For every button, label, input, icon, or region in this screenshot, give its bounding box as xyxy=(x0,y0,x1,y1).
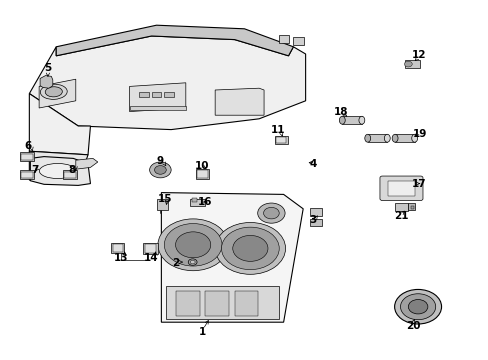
Polygon shape xyxy=(76,158,98,169)
Bar xyxy=(129,106,185,110)
Ellipse shape xyxy=(364,134,370,142)
Circle shape xyxy=(175,232,210,258)
Polygon shape xyxy=(161,193,303,322)
Text: 10: 10 xyxy=(194,161,209,171)
Text: 13: 13 xyxy=(114,253,128,264)
Polygon shape xyxy=(129,83,185,112)
Polygon shape xyxy=(29,36,305,130)
Circle shape xyxy=(232,235,267,261)
Text: 3: 3 xyxy=(309,215,316,225)
Text: 6: 6 xyxy=(25,141,32,151)
Text: 1: 1 xyxy=(199,327,206,337)
Polygon shape xyxy=(29,94,90,155)
Circle shape xyxy=(164,224,222,266)
Text: 4: 4 xyxy=(308,159,316,169)
Bar xyxy=(342,116,361,124)
Bar xyxy=(394,134,414,142)
Bar xyxy=(21,154,33,160)
Polygon shape xyxy=(39,79,76,108)
Bar xyxy=(309,219,321,226)
Bar xyxy=(20,170,34,179)
Bar xyxy=(191,198,196,202)
Bar xyxy=(197,170,207,178)
Ellipse shape xyxy=(339,116,345,124)
Text: 16: 16 xyxy=(198,197,212,207)
Bar xyxy=(166,286,278,319)
Ellipse shape xyxy=(39,163,76,179)
Bar xyxy=(205,291,228,316)
Text: 14: 14 xyxy=(144,253,159,264)
Bar xyxy=(410,206,413,209)
Bar xyxy=(195,169,209,179)
Bar xyxy=(157,199,168,210)
Ellipse shape xyxy=(411,134,417,142)
Circle shape xyxy=(263,207,279,219)
Circle shape xyxy=(257,203,285,223)
Text: 21: 21 xyxy=(393,211,407,221)
Ellipse shape xyxy=(45,87,62,97)
Polygon shape xyxy=(40,76,53,88)
Bar xyxy=(144,244,156,253)
Circle shape xyxy=(154,166,166,174)
Polygon shape xyxy=(29,151,88,184)
Circle shape xyxy=(190,260,195,264)
Text: 19: 19 xyxy=(411,129,426,139)
Bar xyxy=(309,208,321,216)
Bar xyxy=(151,92,161,97)
Bar xyxy=(176,291,199,316)
Bar xyxy=(407,203,414,210)
Bar xyxy=(20,152,34,161)
Circle shape xyxy=(149,162,171,178)
FancyBboxPatch shape xyxy=(379,176,422,201)
Text: 2: 2 xyxy=(172,258,179,268)
Bar xyxy=(293,37,304,45)
Text: 9: 9 xyxy=(157,156,163,166)
Bar xyxy=(189,199,205,206)
Text: 5: 5 xyxy=(44,63,51,73)
Polygon shape xyxy=(30,157,90,185)
Text: 12: 12 xyxy=(411,50,426,60)
Bar xyxy=(64,172,76,178)
Circle shape xyxy=(404,61,411,67)
Circle shape xyxy=(158,219,228,271)
Circle shape xyxy=(407,300,427,314)
Ellipse shape xyxy=(41,84,67,99)
Text: 7: 7 xyxy=(31,165,39,175)
Bar xyxy=(21,172,33,178)
Circle shape xyxy=(400,294,435,320)
Text: 17: 17 xyxy=(411,179,426,189)
Polygon shape xyxy=(215,88,264,115)
Text: 11: 11 xyxy=(270,125,285,135)
Circle shape xyxy=(188,259,197,265)
Polygon shape xyxy=(56,25,293,56)
Ellipse shape xyxy=(358,116,364,124)
Text: 15: 15 xyxy=(158,194,172,204)
Bar xyxy=(234,291,258,316)
Bar xyxy=(387,181,414,196)
Bar xyxy=(404,60,419,68)
Text: 18: 18 xyxy=(333,107,348,117)
Bar xyxy=(394,203,407,211)
Ellipse shape xyxy=(391,134,397,142)
Circle shape xyxy=(394,289,441,324)
Bar xyxy=(111,243,124,253)
Text: 20: 20 xyxy=(405,321,420,331)
Circle shape xyxy=(221,227,279,270)
Circle shape xyxy=(215,222,285,274)
Bar xyxy=(62,170,77,179)
Bar xyxy=(274,136,287,144)
Bar xyxy=(113,244,122,252)
Bar xyxy=(143,243,158,254)
Text: 8: 8 xyxy=(69,165,76,175)
Bar xyxy=(139,92,149,97)
Bar xyxy=(275,137,285,143)
Bar xyxy=(278,35,289,43)
Bar xyxy=(163,92,173,97)
Ellipse shape xyxy=(384,134,389,142)
Bar xyxy=(367,134,386,142)
